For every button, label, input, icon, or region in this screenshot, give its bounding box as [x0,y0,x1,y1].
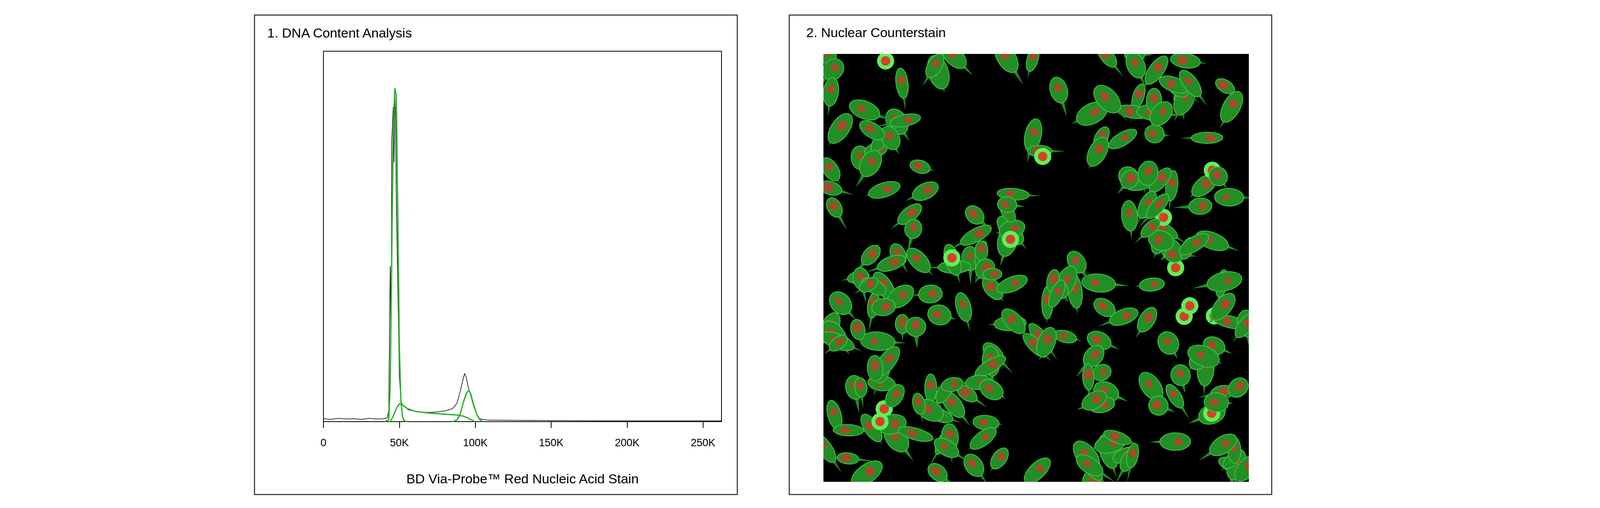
html-text:2. Nuclear Counterstain: 2. Nuclear Counterstain [806,25,946,40]
svg-text:150K: 150K [539,436,564,449]
svg-text:BD Via-Probe™ Red Nucleic Acid: BD Via-Probe™ Red Nucleic Acid Stain [406,471,639,486]
svg-text:50K: 50K [389,436,409,449]
svg-text:200K: 200K [614,436,640,449]
svg-text:1. DNA Content Analysis: 1. DNA Content Analysis [267,25,412,41]
svg-text:0: 0 [320,436,327,449]
svg-text:250K: 250K [690,436,716,449]
svg-text:100K: 100K [462,436,488,449]
